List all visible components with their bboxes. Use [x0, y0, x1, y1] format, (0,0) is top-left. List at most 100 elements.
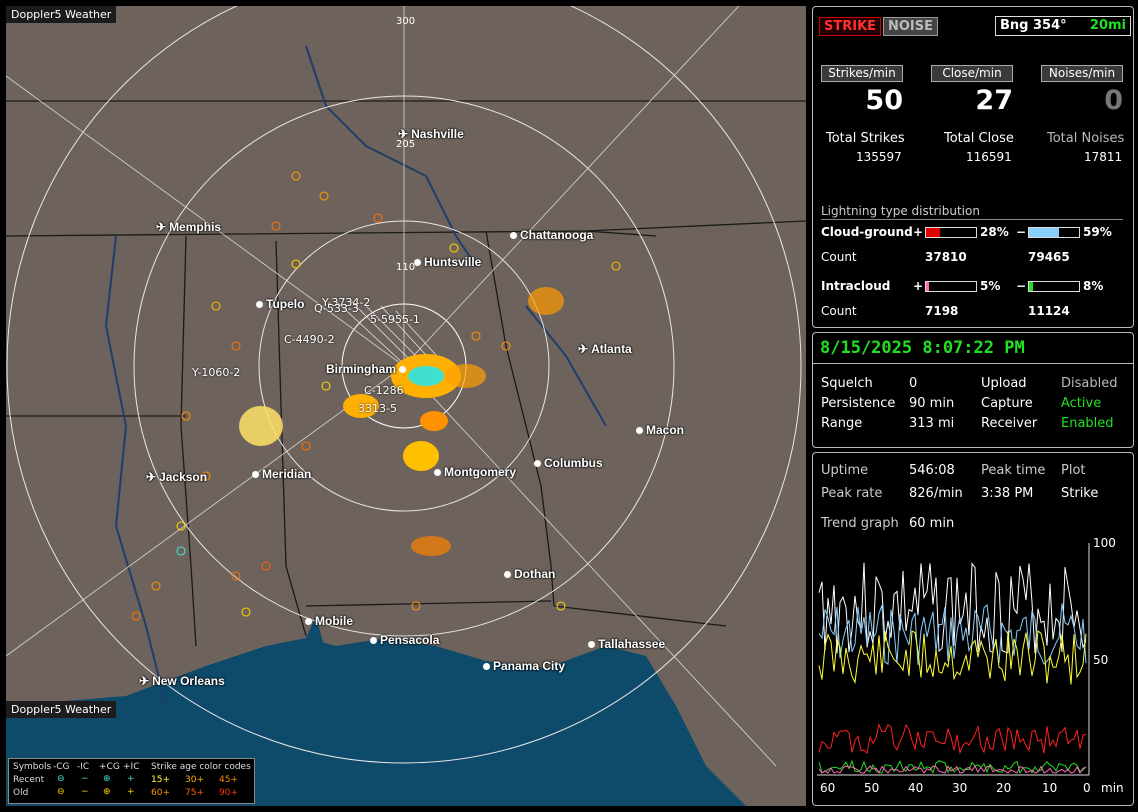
total-close-value: 116591	[966, 150, 1012, 164]
total-close-label: Total Close	[944, 131, 1014, 146]
counters-panel: STRIKE NOISE Bng 354° 20mi Strikes/min C…	[812, 6, 1134, 328]
ic-positive-count: 7198	[925, 304, 959, 318]
lightning-map[interactable]: Doppler5 Weather 300 205 110 ✈ Nashville …	[6, 6, 806, 806]
legend-neg-cg-header: -CG	[53, 762, 70, 772]
noise-mode-button[interactable]: NOISE	[883, 17, 939, 36]
storm-label[interactable]: C-1286	[364, 384, 404, 397]
cg-negative-bar-fill	[1029, 228, 1059, 237]
city-new-orleans: ✈ New Orleans	[139, 674, 225, 688]
legend-age-header: Strike age color codes	[151, 762, 251, 772]
cg-negative-bar	[1028, 227, 1080, 238]
persistence-value: 90 min	[909, 396, 955, 411]
city-pensacola: Pensacola	[370, 633, 439, 647]
status-divider	[813, 363, 1133, 364]
city-tupelo: Tupelo	[256, 297, 304, 311]
storm-label[interactable]: 3313-5	[358, 402, 397, 415]
receiver-value[interactable]: Enabled	[1061, 416, 1114, 431]
trend-line-cg-negative	[818, 603, 1087, 666]
storm-label[interactable]: Y-1060-2	[192, 366, 241, 379]
city-dothan: Dothan	[504, 567, 555, 581]
total-strikes-value: 135597	[856, 150, 902, 164]
ic-count-label: Count	[821, 304, 857, 318]
storm-label[interactable]: 5-5955-1	[370, 313, 420, 326]
total-noises-label: Total Noises	[1047, 131, 1125, 146]
city-huntsville: Huntsville	[414, 255, 481, 269]
total-strikes-label: Total Strikes	[826, 131, 905, 146]
city-dot-icon	[534, 460, 541, 468]
trend-graph-label: Trend graph	[821, 516, 899, 531]
city-nashville: ✈ Nashville	[398, 127, 464, 141]
recent-neg-ic-icon: −	[81, 774, 89, 784]
cg-negative-count: 79465	[1028, 250, 1070, 264]
total-noises-value: 17811	[1084, 150, 1123, 164]
cg-positive-count: 37810	[925, 250, 967, 264]
recent-pos-cg-icon: ⊕	[103, 774, 111, 784]
ic-positive-bar-fill	[926, 282, 929, 291]
city-dot-icon	[510, 232, 517, 240]
close-per-min-label: Close/min	[931, 65, 1013, 82]
legend-age-recent-30: 30+	[185, 775, 204, 785]
legend-age-old-90: 90+	[219, 788, 238, 798]
trend-x-tick-40: 40	[908, 781, 924, 795]
ic-negative-bar	[1028, 281, 1080, 292]
old-pos-cg-icon: ⊕	[103, 787, 111, 797]
cg-positive-pct: 28%	[980, 225, 1009, 239]
range-label: Range	[821, 416, 863, 431]
rivers	[104, 45, 607, 707]
noises-per-min-label: Noises/min	[1041, 65, 1123, 82]
trend-x-unit: min	[1101, 781, 1124, 795]
city-dot-icon	[256, 301, 263, 309]
city-dot-icon	[370, 637, 377, 645]
city-tallahassee: Tallahassee	[588, 637, 665, 651]
trend-y-tick-50: 50	[1093, 653, 1109, 667]
storm-label[interactable]: Q-533-3	[314, 302, 359, 315]
strike-mode-button[interactable]: STRIKE	[819, 17, 882, 36]
upload-value[interactable]: Disabled	[1061, 376, 1118, 391]
legend-age-recent-45: 45+	[219, 775, 238, 785]
cg-negative-pct: 59%	[1083, 225, 1112, 239]
range-value: 20mi	[1089, 18, 1126, 33]
city-jackson: ✈ Jackson	[146, 470, 208, 484]
brand-label: Doppler5 Weather	[6, 6, 117, 23]
trend-x-tick-30: 30	[952, 781, 968, 795]
city-dot-icon	[504, 571, 511, 579]
storm-label[interactable]: Y-3734-2	[322, 296, 371, 309]
ic-negative-bar-fill	[1029, 282, 1033, 291]
strikes-per-min-label: Strikes/min	[821, 65, 903, 82]
legend-pos-ic-header: +IC	[123, 762, 140, 772]
cg-minus-sign: −	[1016, 225, 1027, 239]
airport-icon: ✈	[156, 220, 167, 234]
bearing-spokes	[6, 6, 777, 767]
city-meridian: Meridian	[252, 467, 311, 481]
legend-age-old-75: 75+	[185, 788, 204, 798]
cloud-ground-label: Cloud-ground	[821, 225, 913, 239]
old-pos-ic-icon: +	[127, 787, 135, 797]
recent-pos-ic-icon: +	[127, 774, 135, 784]
airport-icon: ✈	[146, 470, 157, 484]
capture-value[interactable]: Active	[1061, 396, 1102, 411]
plot-label: Plot	[1061, 463, 1086, 478]
trend-line-ic-positive	[818, 765, 1087, 775]
trend-graph-value[interactable]: 60 min	[909, 516, 955, 531]
trend-x-tick-20: 20	[996, 781, 1012, 795]
ring-label-205: 205	[396, 139, 416, 150]
city-birmingham: Birmingham	[326, 362, 409, 376]
current-datetime: 8/15/2025 8:07:22 PM	[820, 338, 1025, 358]
legend-recent-label: Recent	[13, 775, 45, 785]
storm-label[interactable]: C-4490-2	[284, 333, 335, 346]
legend-symbols-header: Symbols	[13, 762, 52, 772]
old-neg-cg-icon: ⊖	[57, 787, 65, 797]
ic-positive-bar	[925, 281, 977, 292]
distribution-divider	[821, 219, 1123, 220]
airport-icon: ✈	[139, 674, 150, 688]
plot-value[interactable]: Strike	[1061, 486, 1099, 501]
ic-negative-count: 11124	[1028, 304, 1070, 318]
map-canvas	[6, 6, 806, 806]
city-montgomery: Montgomery	[434, 465, 516, 479]
uptime-label: Uptime	[821, 463, 869, 478]
city-chattanooga: Chattanooga	[510, 228, 593, 242]
city-mobile: Mobile	[305, 614, 353, 628]
ring-label-110: 110	[396, 262, 416, 273]
squelch-value: 0	[909, 376, 918, 391]
city-dot-icon	[414, 259, 421, 267]
